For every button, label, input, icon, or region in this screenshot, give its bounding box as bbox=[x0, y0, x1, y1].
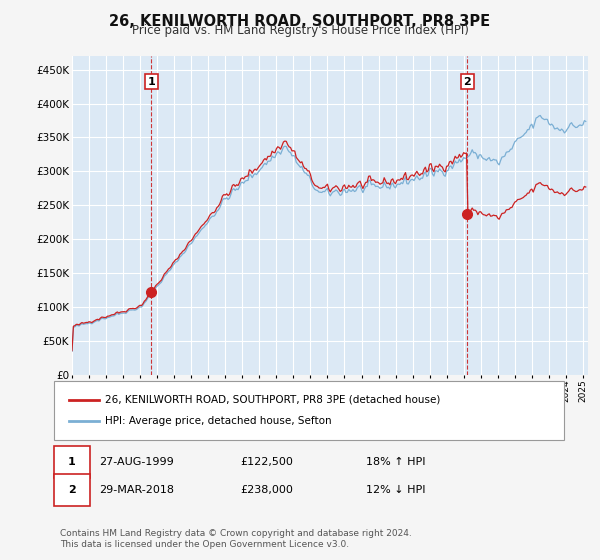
Text: 29-MAR-2018: 29-MAR-2018 bbox=[99, 485, 174, 495]
Text: Contains HM Land Registry data © Crown copyright and database right 2024.
This d: Contains HM Land Registry data © Crown c… bbox=[60, 529, 412, 549]
Text: 1: 1 bbox=[148, 77, 155, 87]
Text: £122,500: £122,500 bbox=[240, 457, 293, 467]
Text: 26, KENILWORTH ROAD, SOUTHPORT, PR8 3PE (detached house): 26, KENILWORTH ROAD, SOUTHPORT, PR8 3PE … bbox=[105, 395, 440, 405]
Text: 1: 1 bbox=[68, 457, 76, 467]
Text: 27-AUG-1999: 27-AUG-1999 bbox=[99, 457, 174, 467]
Text: 26, KENILWORTH ROAD, SOUTHPORT, PR8 3PE: 26, KENILWORTH ROAD, SOUTHPORT, PR8 3PE bbox=[109, 14, 491, 29]
Text: £238,000: £238,000 bbox=[240, 485, 293, 495]
Text: 2: 2 bbox=[463, 77, 471, 87]
Text: 12% ↓ HPI: 12% ↓ HPI bbox=[366, 485, 425, 495]
Text: 18% ↑ HPI: 18% ↑ HPI bbox=[366, 457, 425, 467]
Text: 2: 2 bbox=[68, 485, 76, 495]
Text: Price paid vs. HM Land Registry's House Price Index (HPI): Price paid vs. HM Land Registry's House … bbox=[131, 24, 469, 36]
Text: HPI: Average price, detached house, Sefton: HPI: Average price, detached house, Seft… bbox=[105, 416, 332, 426]
